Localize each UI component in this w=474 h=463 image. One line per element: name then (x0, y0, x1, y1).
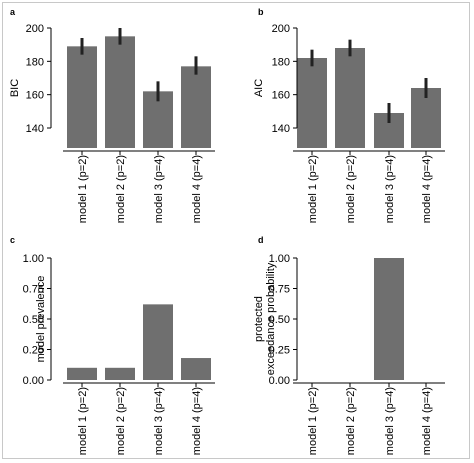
x-tick-label: model 1 (p=2) (77, 387, 89, 455)
bar-4 (181, 358, 211, 380)
y-tick-label: 0.00 (269, 375, 290, 387)
x-tick-label: model 3 (p=4) (153, 155, 165, 223)
panel-label: c (10, 235, 15, 245)
x-tick-label: model 2 (p=2) (115, 155, 127, 223)
y-tick-label: 0.00 (23, 375, 44, 387)
panel-d: d 0.00 0.25 0.50 0.75 1.00 model 1 (p=2) model … (253, 235, 445, 455)
figure-frame (2, 2, 470, 459)
x-tick-label: model 3 (p=4) (384, 155, 396, 223)
bar-2 (105, 367, 135, 380)
bar-1 (67, 46, 97, 149)
y-axis-label: model prevalence (35, 276, 47, 363)
x-tick-label: model 2 (p=2) (115, 387, 127, 455)
panel-a: a 140 160 180 200 model 1 (p=2) model 2 (p=2) m… (9, 7, 215, 223)
bar-1 (297, 58, 327, 148)
y-tick-label: 0.75 (269, 284, 290, 296)
panel-c: c 0.00 0.25 0.50 0.75 1.00 model 1 (p=2) model … (10, 235, 215, 455)
y-axis-label: BIC (9, 79, 21, 97)
x-tick-label: model 4 (p=4) (421, 387, 433, 455)
y-tick-label: 0.75 (23, 284, 44, 296)
panel-label: b (258, 7, 264, 17)
panel-label: d (258, 235, 264, 245)
bar-4 (181, 66, 211, 148)
x-tick-label: model 3 (p=4) (384, 387, 396, 455)
y-axis-label: AIC (253, 79, 265, 97)
y-tick-label: 0.50 (269, 314, 290, 326)
bar-2 (105, 36, 135, 149)
y-tick-label: 140 (26, 123, 44, 135)
x-tick-label: model 4 (p=4) (191, 155, 203, 223)
x-tick-label: model 4 (p=4) (421, 155, 433, 223)
y-tick-label: 140 (272, 123, 290, 135)
x-tick-label: model 1 (p=2) (77, 155, 89, 223)
y-tick-label: 0.50 (23, 314, 44, 326)
x-tick-label: model 1 (p=2) (307, 387, 319, 455)
x-tick-label: model 2 (p=2) (345, 155, 357, 223)
bar-2 (335, 48, 365, 148)
y-tick-label: 180 (272, 56, 290, 68)
y-tick-label: 180 (26, 56, 44, 68)
y-tick-label: 0.25 (269, 345, 290, 357)
y-tick-label: 160 (272, 90, 290, 102)
x-tick-label: model 3 (p=4) (153, 387, 165, 455)
y-tick-label: 0.25 (23, 345, 44, 357)
y-tick-label: 160 (26, 90, 44, 102)
bar-1 (67, 367, 97, 380)
y-tick-label: 200 (26, 23, 44, 35)
x-tick-label: model 1 (p=2) (307, 155, 319, 223)
bar-3 (143, 304, 173, 380)
y-axis-label: exceedance probability (265, 262, 277, 375)
y-axis-label: protected (253, 296, 265, 342)
bar-3 (374, 258, 404, 380)
y-tick-label: 1.00 (269, 253, 290, 265)
panel-b: b 140 160 180 200 model 1 (p=2) model 2 (p=2) m… (253, 7, 445, 223)
x-tick-label: model 2 (p=2) (345, 387, 357, 455)
x-tick-label: model 4 (p=4) (191, 387, 203, 455)
y-tick-label: 200 (272, 23, 290, 35)
y-tick-label: 1.00 (23, 253, 44, 265)
panel-label: a (10, 7, 16, 17)
